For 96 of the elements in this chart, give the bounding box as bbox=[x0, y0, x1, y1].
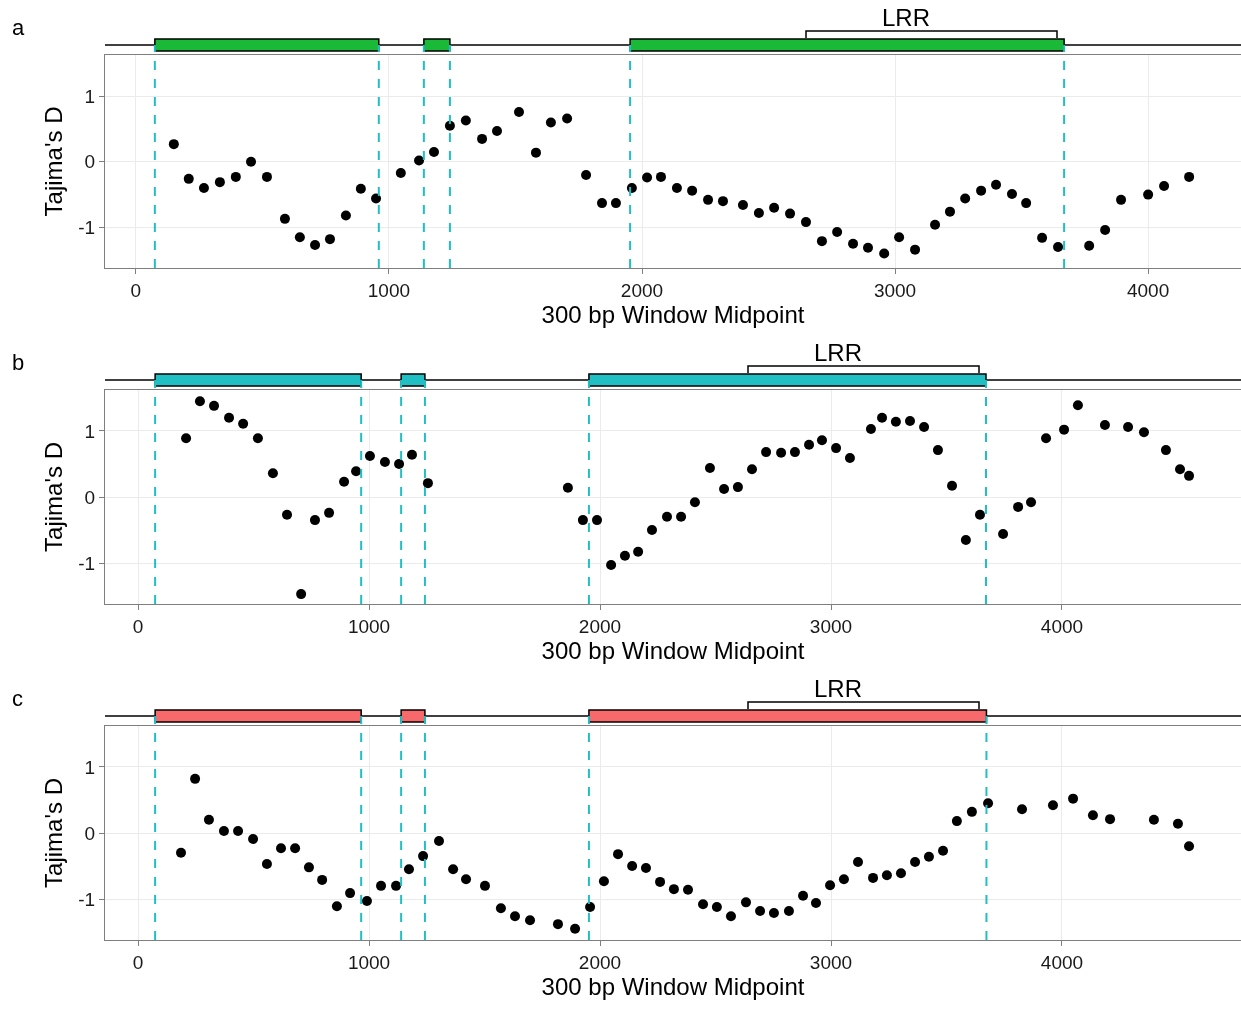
point bbox=[732, 482, 743, 493]
point bbox=[661, 511, 672, 522]
point bbox=[1099, 420, 1110, 431]
point bbox=[351, 466, 362, 477]
x-tick-label: 1000 bbox=[347, 615, 391, 637]
point bbox=[919, 421, 930, 432]
point bbox=[406, 449, 417, 460]
point bbox=[704, 462, 715, 473]
point bbox=[422, 478, 433, 489]
x-tick-label: 2000 bbox=[620, 279, 664, 301]
point bbox=[776, 447, 787, 458]
point bbox=[974, 509, 985, 520]
point bbox=[831, 443, 842, 454]
text: LRR bbox=[814, 339, 863, 366]
y-tick-label: 1 bbox=[84, 756, 96, 778]
point bbox=[1123, 421, 1134, 432]
point bbox=[309, 515, 320, 526]
y-tick-label: -1 bbox=[78, 888, 96, 910]
x-tick-label: 0 bbox=[130, 279, 142, 301]
x-tick-label: 3000 bbox=[809, 951, 853, 973]
point bbox=[1026, 497, 1037, 508]
x-axis-title: 300 bp Window Midpoint bbox=[541, 972, 805, 1000]
point bbox=[577, 515, 588, 526]
point bbox=[789, 447, 800, 458]
point bbox=[904, 416, 915, 427]
point bbox=[394, 458, 405, 469]
chart-title: a bbox=[12, 15, 25, 40]
point bbox=[804, 439, 815, 450]
x-axis-title: 300 bp Window Midpoint bbox=[541, 636, 805, 664]
point bbox=[960, 534, 971, 545]
x-tick-label: 3000 bbox=[809, 615, 853, 637]
x-tick-label: 2000 bbox=[578, 951, 622, 973]
point bbox=[676, 511, 687, 522]
point bbox=[181, 433, 192, 444]
point bbox=[324, 507, 335, 518]
point bbox=[562, 482, 573, 493]
y-axis-title: Tajima's D bbox=[40, 106, 68, 217]
point bbox=[379, 456, 390, 467]
y-tick-label: -1 bbox=[78, 217, 96, 239]
point bbox=[719, 484, 730, 495]
point bbox=[296, 589, 307, 600]
point bbox=[1184, 470, 1195, 481]
x-tick-label: 1000 bbox=[347, 951, 391, 973]
point bbox=[282, 509, 293, 520]
point bbox=[224, 412, 235, 423]
point bbox=[1072, 400, 1083, 411]
point bbox=[932, 445, 943, 456]
x-axis-title: 300 bp Window Midpoint bbox=[541, 300, 805, 328]
point bbox=[252, 433, 263, 444]
point bbox=[1059, 424, 1070, 435]
y-axis-title: Tajima's D bbox=[40, 778, 68, 888]
point bbox=[689, 497, 700, 508]
point bbox=[1160, 445, 1171, 456]
y-tick-label: 1 bbox=[84, 420, 96, 442]
text: LRR bbox=[882, 4, 931, 31]
point bbox=[238, 418, 249, 429]
x-tick-label: 0 bbox=[132, 951, 144, 973]
x-tick-label: 4000 bbox=[1126, 279, 1170, 301]
point bbox=[761, 447, 772, 458]
x-tick-label: 4000 bbox=[1040, 615, 1084, 637]
point bbox=[947, 480, 958, 491]
point bbox=[209, 400, 220, 411]
point bbox=[865, 423, 876, 434]
point bbox=[998, 528, 1009, 539]
point bbox=[1175, 464, 1186, 475]
point bbox=[592, 515, 602, 526]
point bbox=[194, 396, 205, 407]
x-tick-label: 3000 bbox=[873, 279, 917, 301]
point bbox=[364, 451, 375, 462]
y-tick-label: 1 bbox=[84, 85, 96, 107]
point bbox=[747, 464, 757, 475]
y-tick-label: 0 bbox=[84, 822, 96, 844]
point bbox=[633, 546, 644, 557]
point bbox=[606, 560, 617, 571]
y-tick-label: 0 bbox=[84, 151, 96, 173]
x-tick-label: 0 bbox=[132, 615, 144, 637]
point bbox=[877, 412, 888, 423]
point bbox=[890, 416, 901, 427]
y-axis-title: Tajima's D bbox=[40, 442, 68, 552]
point bbox=[1013, 501, 1024, 512]
point bbox=[1041, 433, 1052, 444]
point bbox=[267, 468, 278, 479]
point bbox=[1138, 427, 1149, 438]
text: LRR bbox=[814, 675, 863, 702]
y-tick-label: -1 bbox=[78, 552, 96, 574]
y-tick-label: 0 bbox=[84, 486, 96, 508]
x-tick-label: 1000 bbox=[367, 279, 411, 301]
point bbox=[646, 525, 657, 536]
x-tick-label: 2000 bbox=[578, 615, 622, 637]
chart-title: c bbox=[12, 686, 23, 711]
point bbox=[339, 476, 350, 487]
point bbox=[816, 435, 827, 446]
x-tick-label: 4000 bbox=[1040, 951, 1084, 973]
chart-title: b bbox=[12, 350, 25, 375]
point bbox=[619, 550, 630, 561]
point bbox=[844, 453, 855, 464]
